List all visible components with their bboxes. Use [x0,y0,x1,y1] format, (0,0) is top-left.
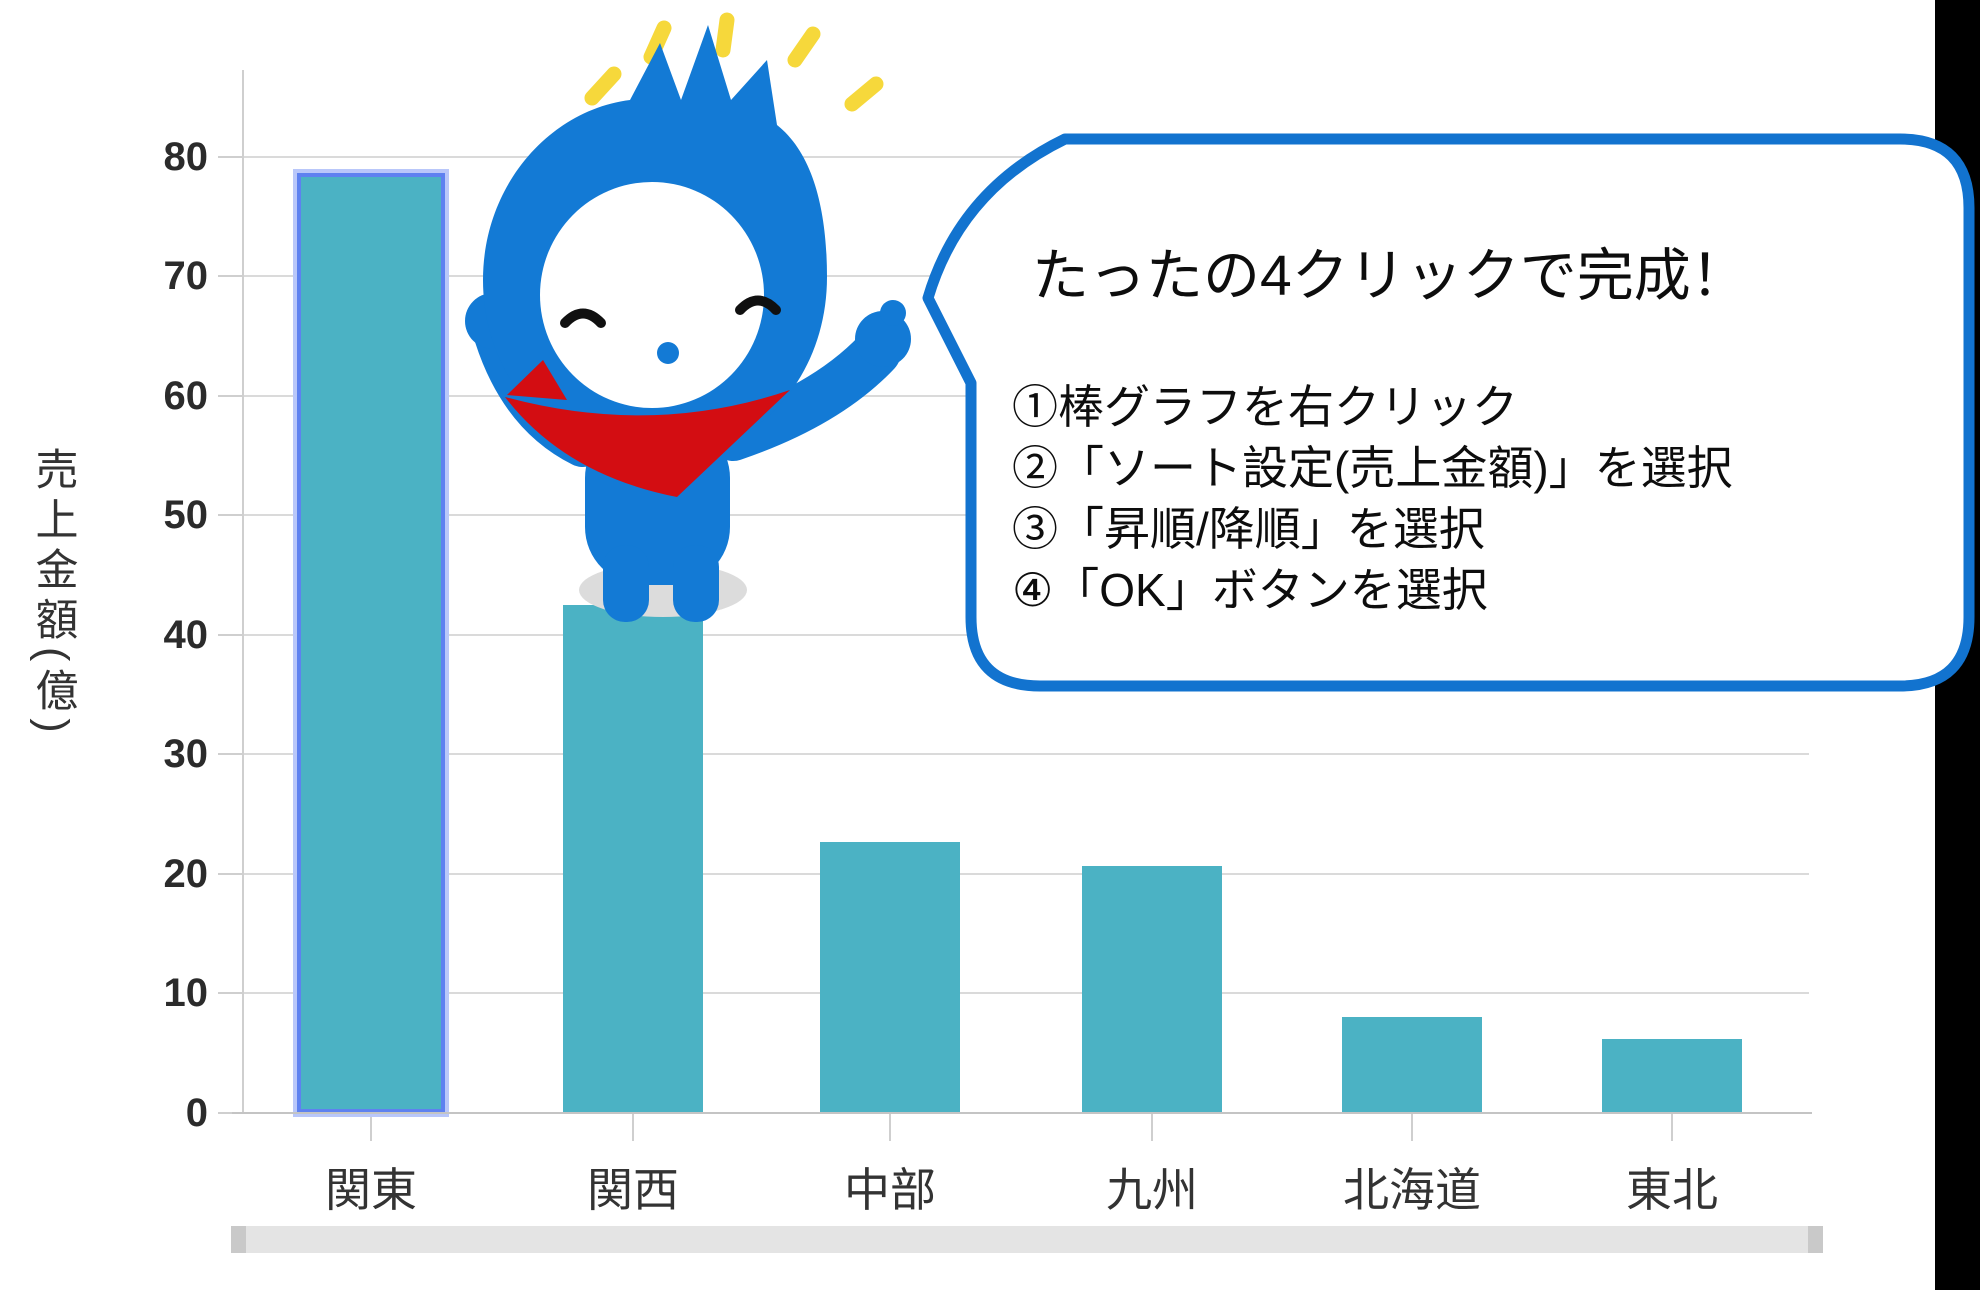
bar-kanto[interactable] [297,173,445,1113]
y-tick [218,275,243,277]
y-tick-label: 50 [163,493,209,537]
bar-chubu[interactable] [820,842,960,1113]
y-tick-label: 70 [163,254,209,298]
y-tick [218,992,243,994]
x-axis-line [232,1112,1812,1114]
y-tick [218,753,243,755]
gridline [243,753,1809,755]
x-axis-label: 北海道 [1343,1164,1481,1216]
scrollbar-right-cap[interactable] [1808,1226,1823,1253]
bar-hokkaido[interactable] [1342,1017,1482,1113]
y-tick-label: 0 [185,1091,208,1135]
y-axis-line [242,70,244,1114]
x-axis-label: 中部 [844,1164,936,1216]
y-tick [218,873,243,875]
horizontal-scrollbar[interactable] [231,1226,1823,1253]
x-axis-label: 東北 [1626,1164,1718,1216]
bar-tohoku[interactable] [1602,1039,1742,1113]
mascot-scarf [505,360,790,497]
speech-step: ④「OK」ボタンを選択 [1012,564,1488,616]
gridline [243,992,1809,994]
x-tick [889,1114,891,1141]
speech-step: ②「ソート設定(売上金額)」を選択 [1012,442,1733,494]
speech-bubble-steps: ①棒グラフを右クリック ②「ソート設定(売上金額)」を選択 ③「昇順/降順」を選… [1012,377,1733,621]
mascot-leg [673,545,719,622]
y-tick [218,634,243,636]
x-axis-label: 九州 [1106,1164,1198,1216]
y-tick [218,1112,243,1114]
x-tick [1411,1114,1413,1141]
y-tick-label: 80 [163,135,209,179]
bar-kansai[interactable] [563,605,703,1113]
mascot [465,12,911,622]
scrollbar-left-cap[interactable] [231,1226,246,1253]
x-tick [370,1114,372,1141]
gridline [243,873,1809,875]
y-tick-label: 20 [163,852,209,896]
x-axis-label: 関東 [325,1164,417,1216]
y-tick-label: 10 [163,971,209,1015]
x-tick [1151,1114,1153,1141]
x-axis-label: 関西 [587,1164,679,1216]
speech-bubble-title: たったの4クリックで完成！ [1032,244,1748,308]
y-tick-label: 30 [163,732,209,776]
x-tick [1671,1114,1673,1141]
y-tick-label: 40 [163,613,209,657]
speech-bubble [922,133,1975,692]
speech-step: ①棒グラフを右クリック [1012,381,1518,433]
x-tick [632,1114,634,1141]
mascot-leg [603,545,649,622]
y-tick [218,156,243,158]
bar-kyushu[interactable] [1082,866,1222,1113]
mascot-nose [657,342,679,364]
y-tick-label: 60 [163,374,209,418]
y-tick [218,395,243,397]
mascot-eyes [560,295,781,328]
sparkle-icon [584,12,884,112]
speech-step: ③「昇順/降順」を選択 [1012,503,1485,555]
y-tick [218,514,243,516]
y-axis-title: 売上金額(億) [29,447,77,740]
mascot-face [540,182,764,408]
